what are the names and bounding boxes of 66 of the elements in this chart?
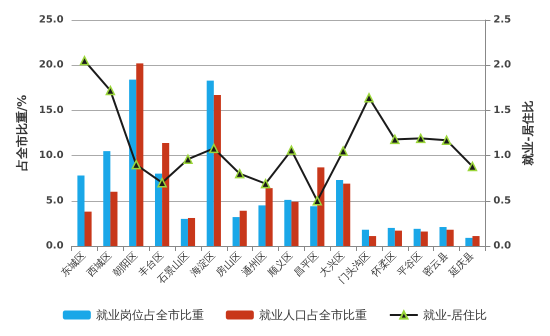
- y2-tick-label: 2.5: [493, 14, 512, 26]
- y-tick-label: 0.0: [46, 240, 64, 252]
- bar: [162, 142, 170, 246]
- bar: [110, 192, 118, 246]
- point: [416, 134, 426, 144]
- point: [260, 178, 270, 188]
- bar: [446, 230, 454, 246]
- bar: [310, 206, 318, 246]
- bar: [188, 218, 196, 246]
- x-tick-label: 海淀区: [188, 249, 218, 280]
- point: [312, 196, 322, 206]
- point: [286, 145, 296, 155]
- point: [468, 162, 478, 172]
- point: [183, 154, 193, 164]
- bar: [214, 95, 221, 246]
- bar: [343, 184, 350, 246]
- bar: [129, 80, 136, 246]
- point: [442, 135, 452, 145]
- legend-label: 就业岗位占全市比重: [96, 308, 204, 322]
- bar: [465, 238, 472, 246]
- y-axis-title: 占全市比重/%: [15, 94, 29, 172]
- y-tick-label: 25.0: [38, 14, 64, 26]
- point: [157, 178, 167, 188]
- bar: [266, 188, 273, 246]
- y2-tick-label: 2.0: [493, 60, 512, 71]
- point: [338, 146, 348, 156]
- point: [106, 86, 116, 96]
- bar: [336, 180, 344, 246]
- y-tick-label: 20.0: [38, 60, 64, 71]
- point: [80, 56, 90, 66]
- y2-tick-label: 1.5: [493, 104, 512, 116]
- y2-axis-title: 就业-居住比: [521, 100, 535, 166]
- bar: [258, 205, 266, 246]
- bar: [136, 63, 144, 246]
- bar: [284, 200, 292, 246]
- y-tick-label: 10.0: [38, 150, 64, 162]
- bar: [388, 228, 395, 246]
- bar: [439, 227, 447, 246]
- point: [131, 160, 141, 170]
- y2-tick-label: 0.5: [493, 195, 512, 206]
- x-tick-label: 朝阳区: [110, 249, 140, 280]
- bar: [103, 151, 110, 246]
- point: [364, 92, 374, 102]
- bar: [472, 236, 480, 246]
- bar: [77, 175, 85, 246]
- bar: [154, 174, 162, 246]
- bar: [414, 228, 421, 246]
- y2-tick-label: 1.0: [493, 150, 512, 162]
- bar: [180, 218, 188, 246]
- bar: [369, 236, 376, 246]
- point: [234, 168, 244, 178]
- point: [390, 134, 400, 144]
- bar: [206, 80, 214, 246]
- bar: [291, 202, 299, 246]
- bar: [420, 232, 428, 246]
- bar: [362, 230, 369, 246]
- bar: [84, 212, 92, 246]
- legend-label: 就业人口占全市比重: [258, 308, 367, 322]
- y2-tick-label: 0.0: [493, 240, 512, 252]
- bar: [240, 210, 247, 246]
- y-tick-label: 5.0: [46, 195, 64, 206]
- legend-label: 就业-居住比: [422, 308, 488, 322]
- bar: [232, 217, 240, 246]
- y-tick-label: 15.0: [38, 104, 64, 116]
- point: [209, 144, 219, 154]
- bar: [394, 230, 402, 246]
